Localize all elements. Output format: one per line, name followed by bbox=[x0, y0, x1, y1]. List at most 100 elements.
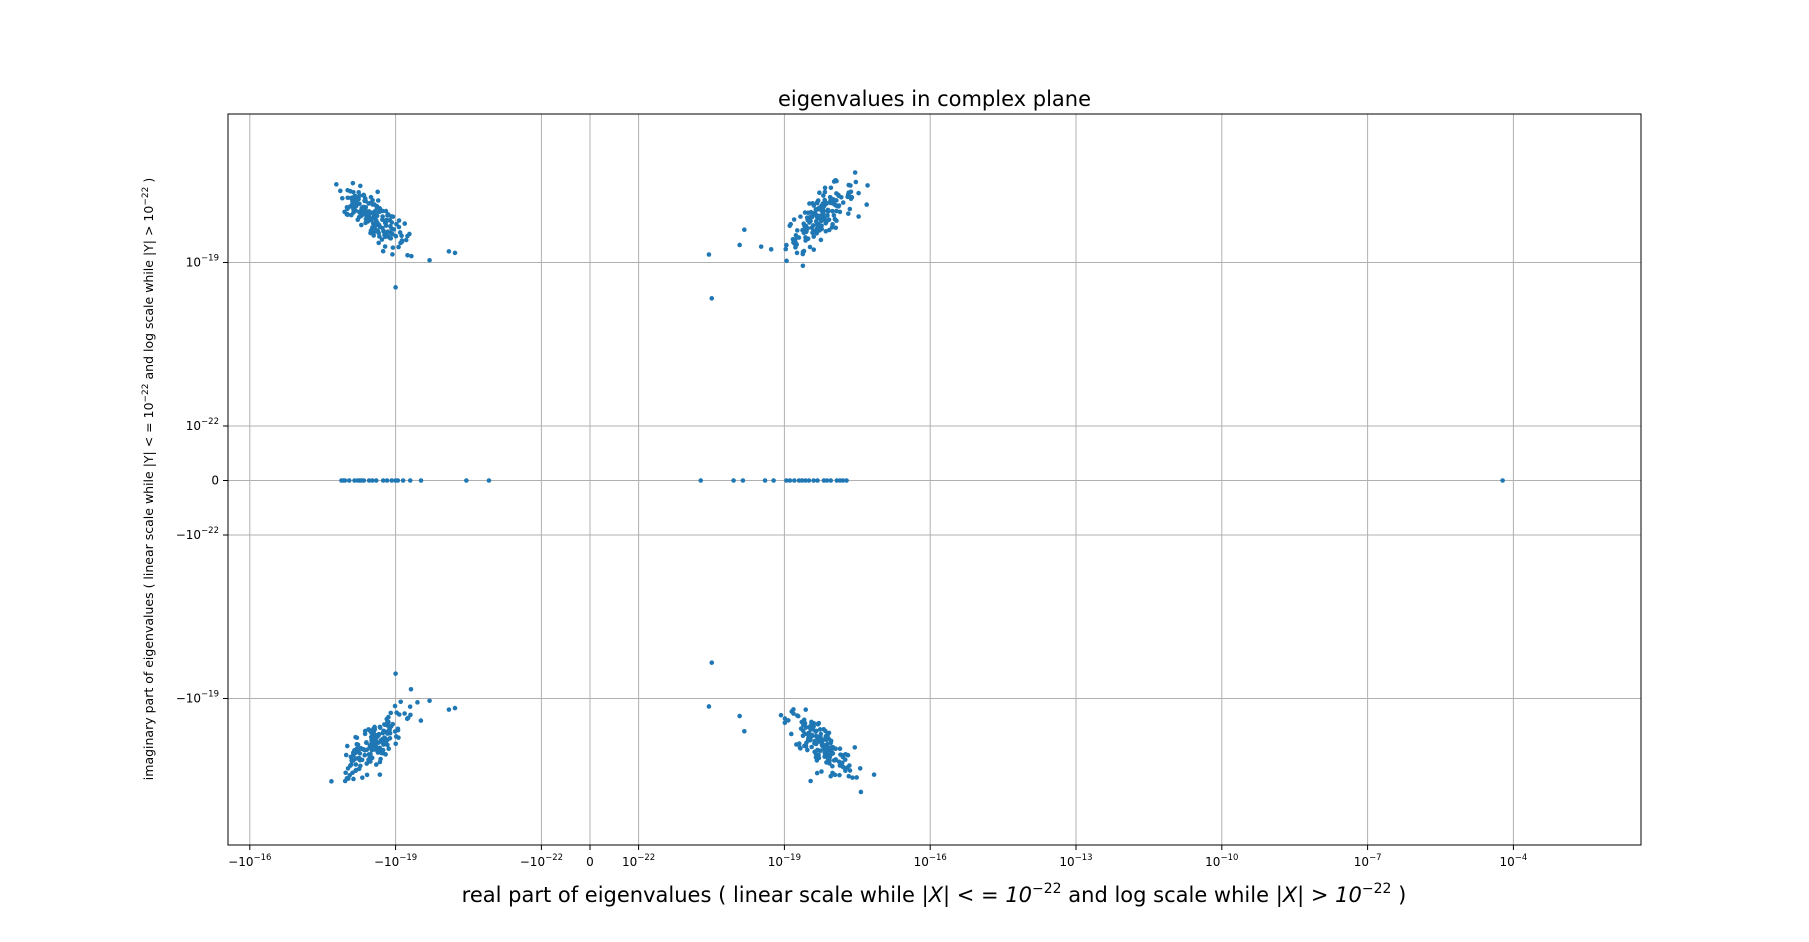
data-point bbox=[393, 285, 398, 290]
data-point bbox=[858, 789, 864, 795]
data-point bbox=[394, 710, 399, 715]
data-point bbox=[375, 189, 380, 195]
x-tick-label-9-exponent: −7 bbox=[1369, 853, 1382, 863]
data-point bbox=[389, 478, 395, 483]
data-point bbox=[354, 741, 360, 747]
data-point bbox=[359, 205, 365, 211]
data-point bbox=[372, 727, 378, 732]
data-point bbox=[798, 214, 803, 219]
chart-title: eigenvalues in complex plane bbox=[778, 87, 1091, 111]
data-point bbox=[835, 192, 841, 198]
data-point bbox=[817, 727, 823, 732]
data-point bbox=[347, 772, 352, 778]
data-point bbox=[407, 231, 412, 237]
data-point bbox=[343, 752, 349, 758]
data-point bbox=[427, 257, 432, 263]
x-tick-label-0: −10−16 bbox=[228, 853, 271, 869]
data-point bbox=[357, 209, 362, 215]
data-point bbox=[817, 214, 823, 220]
data-point bbox=[334, 182, 339, 187]
data-point bbox=[389, 214, 394, 219]
y-tick-label-4-base: −10 bbox=[176, 692, 201, 706]
x-tick-label-5: 10−19 bbox=[768, 853, 801, 869]
data-point bbox=[389, 220, 395, 225]
y-tick-label-0: 10−19 bbox=[186, 254, 219, 270]
data-point bbox=[797, 745, 803, 750]
data-point bbox=[373, 478, 379, 483]
data-point bbox=[402, 711, 407, 716]
data-point bbox=[385, 229, 391, 234]
data-point bbox=[370, 221, 376, 226]
x-tick-label-3-base: 0 bbox=[586, 855, 594, 869]
data-point bbox=[392, 729, 398, 734]
data-point bbox=[360, 775, 365, 780]
data-point bbox=[380, 750, 386, 756]
data-point bbox=[390, 245, 396, 250]
x-tick-label-5-exponent: −19 bbox=[783, 853, 801, 863]
x-tick-label-0-exponent: −16 bbox=[253, 853, 271, 863]
data-point bbox=[405, 252, 410, 258]
data-point bbox=[415, 700, 420, 705]
data-point bbox=[846, 773, 852, 779]
data-point bbox=[367, 745, 373, 750]
data-point bbox=[373, 227, 379, 233]
data-point bbox=[814, 770, 820, 776]
data-point bbox=[370, 478, 375, 483]
data-point bbox=[786, 718, 791, 723]
data-point bbox=[803, 238, 808, 243]
data-point bbox=[340, 195, 345, 201]
data-point bbox=[383, 223, 389, 228]
data-point bbox=[357, 751, 363, 756]
y-tick-label-0-base: 10 bbox=[186, 256, 201, 270]
data-point bbox=[393, 741, 399, 747]
data-point bbox=[796, 741, 802, 746]
data-point bbox=[393, 671, 398, 676]
data-point bbox=[403, 237, 409, 243]
data-point bbox=[800, 263, 806, 269]
data-point bbox=[366, 213, 372, 219]
data-point bbox=[446, 249, 452, 254]
y-tick-label-4-exponent: −19 bbox=[201, 690, 219, 700]
data-point bbox=[486, 478, 492, 483]
data-point bbox=[740, 478, 746, 483]
data-point bbox=[380, 217, 385, 223]
data-point bbox=[400, 478, 406, 483]
data-point bbox=[386, 728, 391, 734]
data-point bbox=[362, 752, 367, 758]
data-point bbox=[806, 478, 812, 483]
data-point bbox=[366, 478, 372, 483]
x-tick-label-5-base: 10 bbox=[768, 855, 783, 869]
data-point bbox=[452, 250, 458, 256]
data-point bbox=[343, 770, 348, 776]
y-tick-label-2-base: 0 bbox=[211, 474, 219, 488]
x-tick-label-6-exponent: −16 bbox=[929, 853, 947, 863]
x-tick-label-4: 10−22 bbox=[622, 853, 655, 869]
data-point bbox=[362, 728, 368, 734]
data-point bbox=[402, 221, 408, 226]
x-tick-label-9-base: 10 bbox=[1354, 855, 1369, 869]
data-point bbox=[372, 202, 377, 207]
data-point bbox=[836, 759, 842, 765]
data-point bbox=[698, 478, 704, 483]
data-point bbox=[373, 762, 379, 767]
data-point bbox=[788, 221, 793, 227]
data-point bbox=[345, 195, 351, 201]
data-point bbox=[848, 183, 853, 188]
data-point bbox=[824, 760, 829, 765]
x-tick-label-1-base: −10 bbox=[374, 855, 399, 869]
data-point bbox=[784, 258, 789, 264]
data-point bbox=[371, 233, 377, 238]
data-point bbox=[834, 198, 839, 203]
data-point bbox=[853, 179, 859, 185]
data-point bbox=[370, 216, 376, 221]
data-point bbox=[742, 729, 747, 734]
data-point bbox=[377, 772, 383, 777]
data-point bbox=[762, 478, 768, 483]
x-tick-label-10-base: 10 bbox=[1499, 855, 1514, 869]
data-point bbox=[380, 225, 385, 231]
data-point bbox=[803, 225, 808, 231]
data-point bbox=[820, 201, 826, 206]
x-tick-label-7-base: 10 bbox=[1059, 855, 1074, 869]
y-tick-label-2: 0 bbox=[211, 474, 219, 488]
